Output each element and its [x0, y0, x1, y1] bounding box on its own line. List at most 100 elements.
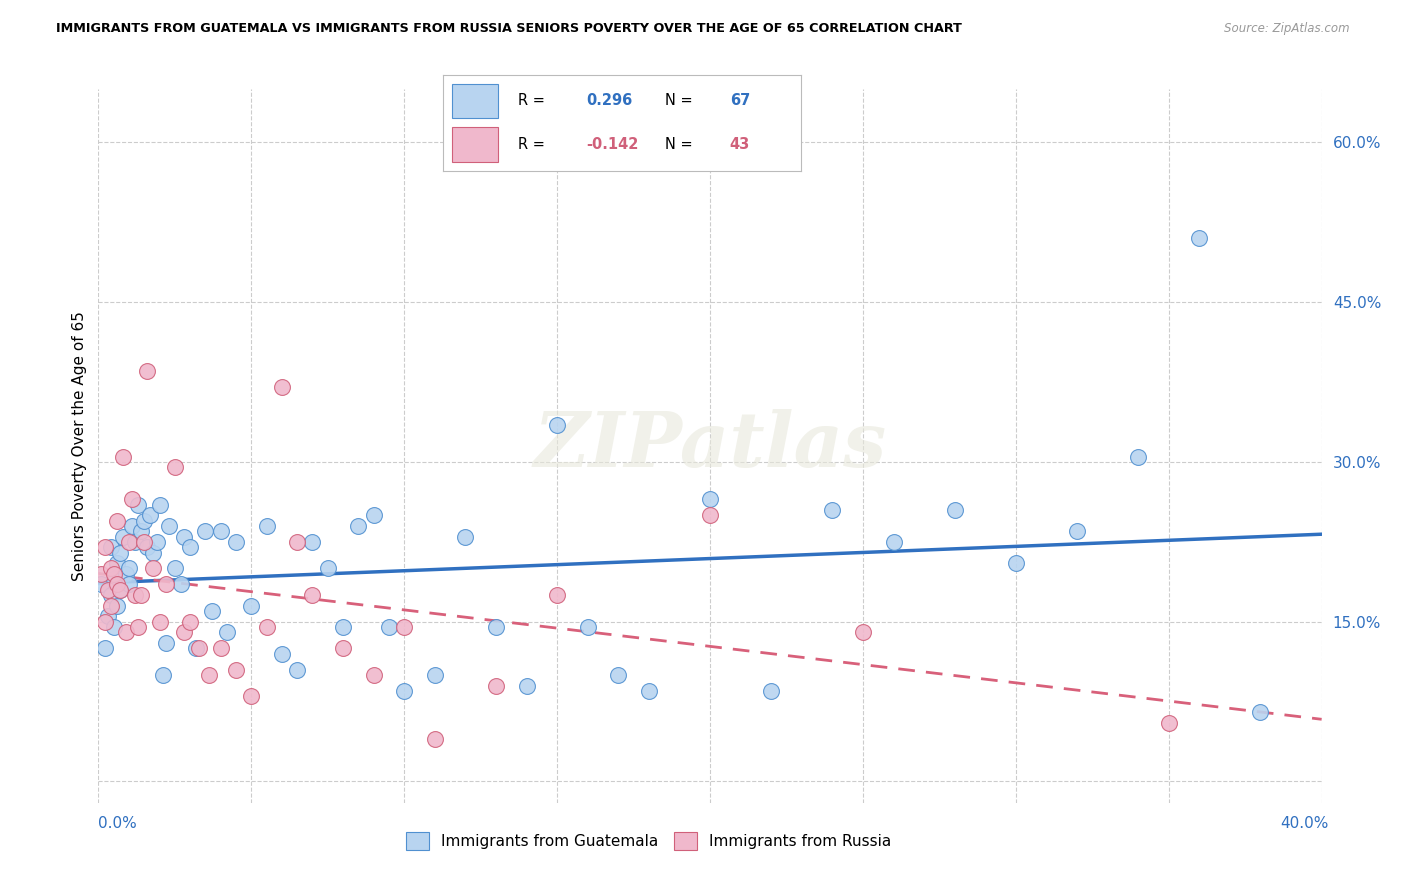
Point [108, 582, 131, 597]
Point [215, 625, 238, 640]
Text: R =: R = [519, 136, 550, 152]
Point [485, 620, 508, 634]
Point [163, 561, 186, 575]
Point [157, 519, 180, 533]
Point [1249, 706, 1271, 720]
Point [1004, 556, 1026, 570]
Point [127, 498, 149, 512]
Point [115, 566, 138, 581]
Point [699, 492, 721, 507]
Point [576, 620, 599, 634]
Point [363, 508, 385, 523]
Point [93, 615, 115, 629]
Point [149, 615, 172, 629]
Point [118, 577, 141, 591]
Point [285, 663, 308, 677]
Point [134, 514, 156, 528]
Point [392, 684, 416, 698]
Text: N =: N = [665, 136, 697, 152]
Point [256, 620, 278, 634]
Text: IMMIGRANTS FROM GUATEMALA VS IMMIGRANTS FROM RUSSIA SENIORS POVERTY OVER THE AGE: IMMIGRANTS FROM GUATEMALA VS IMMIGRANTS … [56, 22, 962, 36]
Point [332, 641, 354, 656]
Point [270, 380, 292, 394]
Point [1157, 715, 1180, 730]
Legend: Immigrants from Guatemala, Immigrants from Russia: Immigrants from Guatemala, Immigrants fr… [401, 826, 897, 855]
Point [100, 588, 122, 602]
Point [607, 668, 630, 682]
Point [485, 679, 508, 693]
Point [129, 524, 152, 539]
Point [637, 684, 661, 698]
Point [256, 519, 278, 533]
Point [129, 588, 152, 602]
Point [170, 577, 193, 591]
Bar [451, 127, 499, 161]
Point [100, 540, 122, 554]
Point [852, 625, 875, 640]
Point [111, 529, 134, 543]
Point [225, 663, 247, 677]
Point [134, 534, 156, 549]
Point [209, 641, 232, 656]
Point [821, 503, 844, 517]
Point [1128, 450, 1150, 464]
Point [124, 588, 146, 602]
Text: Source: ZipAtlas.com: Source: ZipAtlas.com [1225, 22, 1350, 36]
Point [179, 615, 201, 629]
Point [270, 647, 292, 661]
Point [225, 534, 247, 549]
Point [454, 529, 477, 543]
Point [136, 364, 159, 378]
Point [285, 534, 308, 549]
Y-axis label: Seniors Poverty Over the Age of 65: Seniors Poverty Over the Age of 65 [72, 311, 87, 581]
Point [194, 524, 217, 539]
Point [546, 588, 568, 602]
Point [363, 668, 385, 682]
Text: 40.0%: 40.0% [1281, 816, 1329, 831]
Point [139, 508, 162, 523]
Point [240, 599, 263, 613]
Point [173, 529, 195, 543]
Point [97, 609, 120, 624]
Point [108, 582, 131, 597]
Point [103, 572, 125, 586]
Point [188, 641, 211, 656]
Point [105, 514, 128, 528]
Text: -0.142: -0.142 [586, 136, 638, 152]
Point [759, 684, 782, 698]
Point [90, 566, 112, 581]
Point [1188, 231, 1211, 245]
Point [200, 604, 222, 618]
Point [124, 534, 146, 549]
Point [699, 508, 721, 523]
Point [1066, 524, 1088, 539]
Point [179, 540, 201, 554]
Point [392, 620, 416, 634]
Point [186, 641, 208, 656]
Point [197, 668, 219, 682]
Point [316, 561, 339, 575]
Point [145, 534, 167, 549]
Text: R =: R = [519, 94, 550, 109]
Text: ZIPatlas: ZIPatlas [533, 409, 887, 483]
Point [142, 545, 165, 559]
Point [97, 582, 120, 597]
Point [155, 577, 177, 591]
Point [121, 492, 143, 507]
Point [163, 460, 186, 475]
Point [347, 519, 370, 533]
Point [93, 540, 115, 554]
Point [93, 641, 115, 656]
Text: 0.0%: 0.0% [98, 816, 138, 831]
Point [173, 625, 195, 640]
Point [332, 620, 354, 634]
Point [423, 668, 446, 682]
Bar [451, 84, 499, 119]
Point [103, 566, 125, 581]
Point [423, 731, 446, 746]
Point [108, 545, 131, 559]
Point [103, 620, 125, 634]
Point [240, 690, 263, 704]
Point [100, 599, 122, 613]
Point [516, 679, 538, 693]
